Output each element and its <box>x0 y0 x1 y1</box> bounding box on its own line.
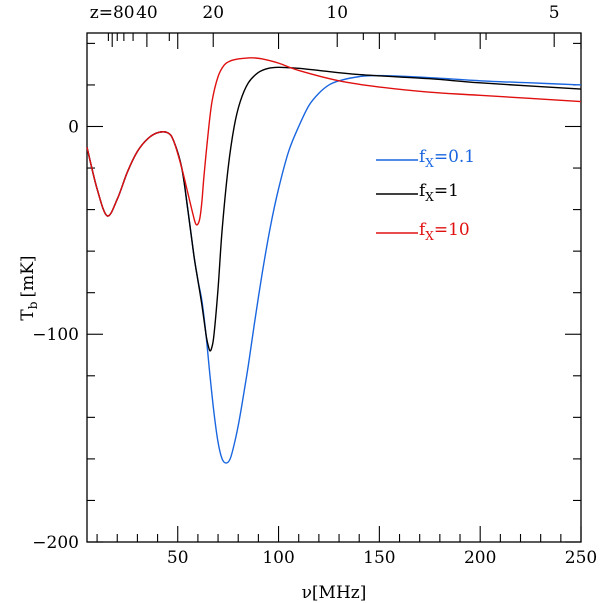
x-axis-title: ν[MHz] <box>302 583 367 603</box>
plot-frame <box>86 32 582 543</box>
z-tick-label: 5 <box>549 3 560 23</box>
x-tick-label: 50 <box>167 548 189 568</box>
axis-ticks: 50 100 150 200 250 0 −100 −200 z=80 40 20 10 5 <box>32 3 597 568</box>
x-tick-label: 250 <box>565 548 597 568</box>
y-axis-title-subscript: b <box>26 301 40 309</box>
x-tick-label: 150 <box>363 548 395 568</box>
y-axis-title: Tb [mK] <box>18 255 40 320</box>
y-axis-title-unit: [mK] <box>18 255 38 297</box>
series-line-2 <box>86 57 582 226</box>
legend-label-fx-0.1: fX=0.1 <box>419 147 475 170</box>
legend-label-fx-10: fX=10 <box>419 220 470 243</box>
y-tick-label: −100 <box>32 325 79 345</box>
legend-label-fx-1: fX=1 <box>419 181 459 204</box>
series-line-0 <box>86 74 582 464</box>
legend: fX=0.1 fX=1 fX=10 <box>376 147 475 243</box>
y-tick-label: 0 <box>68 117 79 137</box>
z-tick-label: 10 <box>326 3 348 23</box>
y-axis-title-symbol: T <box>18 309 38 321</box>
svg-text:Tb[mK]: Tb [mK] <box>18 255 40 320</box>
data-lines <box>86 57 582 464</box>
series-line-1 <box>86 66 582 352</box>
x-tick-label: 100 <box>262 548 294 568</box>
z-tick-label: 40 <box>136 3 158 23</box>
z-tick-label: 20 <box>202 3 224 23</box>
x-tick-label: 200 <box>464 548 496 568</box>
y-tick-label: −200 <box>32 533 79 553</box>
z-tick-label: z=80 <box>90 3 135 23</box>
